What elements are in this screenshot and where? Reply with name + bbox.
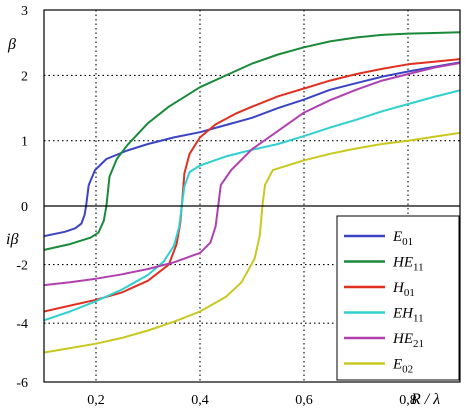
y-tick-label: -2: [16, 259, 28, 274]
y-tick-label: 2: [21, 69, 28, 84]
tick-labels: 0,2 0,4 0,6 0,8 3 2 1 0 -2 -4 -6: [16, 4, 416, 408]
x-label: R / λ: [410, 391, 440, 408]
y-tick-label: 3: [21, 4, 28, 19]
x-tick-label: 0,8: [399, 393, 417, 408]
y-tick-label: -4: [16, 317, 28, 332]
y-tick-label: 0: [21, 200, 28, 215]
series-line-h01: [44, 58, 460, 313]
y-tick-label: 1: [21, 135, 28, 150]
series-lines: [44, 31, 460, 354]
legend-box: [336, 215, 460, 381]
series-line-he11: [44, 31, 460, 251]
series-line-he21: [44, 62, 460, 287]
x-tick-label: 0,6: [295, 393, 313, 408]
y-label-bottom: iβ: [6, 231, 18, 248]
series-line-e01: [44, 61, 460, 238]
x-tick-label: 0,2: [87, 393, 105, 408]
series-line-eh11: [44, 89, 460, 322]
x-tick-label: 0,4: [191, 393, 209, 408]
series-line-e02: [44, 131, 460, 354]
y-label-top: β: [7, 36, 16, 53]
y-tick-label: -6: [16, 376, 28, 391]
plot-frame: [43, 9, 461, 383]
